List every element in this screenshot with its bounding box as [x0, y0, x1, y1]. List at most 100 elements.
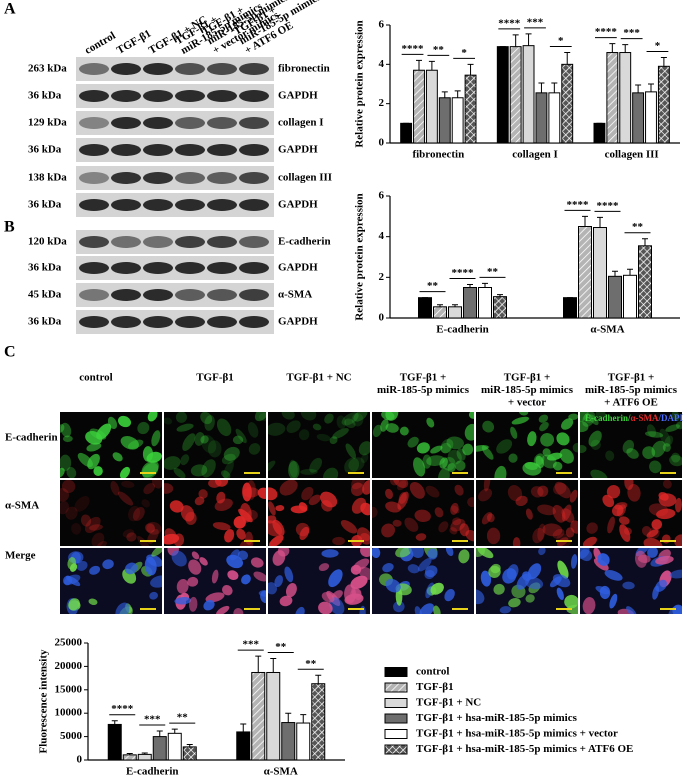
cell [232, 435, 244, 445]
cell [606, 485, 621, 499]
cell [642, 446, 656, 460]
cell [438, 467, 450, 478]
micrograph [268, 480, 370, 546]
cell [350, 482, 365, 497]
cell [510, 426, 518, 439]
x-tick-label: E-cadherin [436, 324, 489, 336]
cell [385, 578, 401, 593]
column-label: + vector [508, 397, 546, 409]
significance-label: **** [111, 703, 134, 715]
cell [191, 551, 200, 560]
cell [233, 516, 246, 529]
band [207, 289, 237, 301]
cell [145, 521, 162, 535]
cell [445, 548, 454, 557]
row-label: α-SMA [5, 500, 39, 512]
bar [137, 753, 152, 761]
cell [203, 600, 215, 611]
cell [559, 448, 574, 464]
band [175, 289, 205, 301]
cell [570, 520, 578, 534]
cell [446, 436, 464, 450]
cell [239, 538, 254, 546]
band-size: 36 kDa [28, 316, 62, 328]
error-bar [642, 238, 648, 246]
cell [360, 502, 370, 516]
cell [525, 576, 544, 590]
cell [207, 440, 222, 458]
bar [425, 69, 438, 144]
cell [634, 550, 648, 568]
error-bar [635, 84, 642, 93]
cell [122, 529, 135, 538]
row-label: Merge [5, 550, 36, 562]
cells [580, 412, 682, 478]
legend-swatch [384, 729, 408, 739]
legend-label: control [416, 666, 449, 678]
cell [622, 581, 635, 590]
cell [137, 536, 151, 546]
significance-label: **** [402, 43, 425, 55]
bar [645, 91, 657, 144]
cell [117, 491, 134, 506]
cell [187, 576, 199, 587]
cell [68, 598, 80, 611]
cell [208, 480, 222, 488]
cell [547, 452, 563, 461]
cell [74, 496, 90, 512]
cell [542, 523, 563, 537]
cell [80, 514, 92, 527]
cell [318, 563, 330, 572]
band [79, 262, 109, 274]
cell [444, 588, 455, 602]
cell [609, 593, 618, 609]
band [143, 172, 173, 184]
cell [171, 550, 187, 567]
cell [580, 548, 590, 559]
bar [593, 122, 606, 144]
cell [440, 438, 454, 454]
error-bar [512, 34, 519, 47]
bar [606, 52, 619, 144]
cell [414, 606, 422, 614]
panel-letter: C [4, 344, 16, 361]
band-size: 36 kDa [28, 199, 62, 211]
protein-label: GAPDH [278, 90, 318, 102]
cell [619, 524, 631, 542]
cells [372, 412, 474, 478]
band [79, 63, 109, 75]
cells [268, 548, 370, 614]
cell [557, 560, 569, 579]
cells [60, 412, 162, 478]
band [239, 90, 269, 102]
cell [289, 459, 298, 478]
micrograph [476, 480, 578, 546]
band [239, 262, 269, 274]
cell [508, 598, 521, 608]
y-axis-title: Relative protein expression [354, 193, 366, 320]
band [111, 172, 141, 184]
cell [404, 517, 419, 532]
cell [646, 424, 657, 438]
cell [512, 537, 521, 546]
cell [646, 529, 659, 538]
error-bar [612, 270, 618, 277]
band [175, 236, 205, 248]
band [79, 117, 109, 129]
cell [465, 529, 474, 542]
cell [147, 412, 158, 422]
significance-label: ** [433, 44, 445, 56]
significance-label: * [558, 35, 564, 47]
cell [552, 461, 563, 471]
legend-label: TGF-β1 + hsa-miR-185-5p mimics + vector [416, 728, 618, 740]
cell [556, 587, 564, 601]
band [143, 144, 173, 156]
cell [321, 592, 335, 603]
bar [152, 736, 167, 761]
significance-label: **** [498, 17, 521, 29]
cell [201, 459, 216, 478]
band [207, 63, 237, 75]
cell [194, 432, 205, 446]
cell [516, 573, 530, 590]
cell [662, 480, 672, 489]
